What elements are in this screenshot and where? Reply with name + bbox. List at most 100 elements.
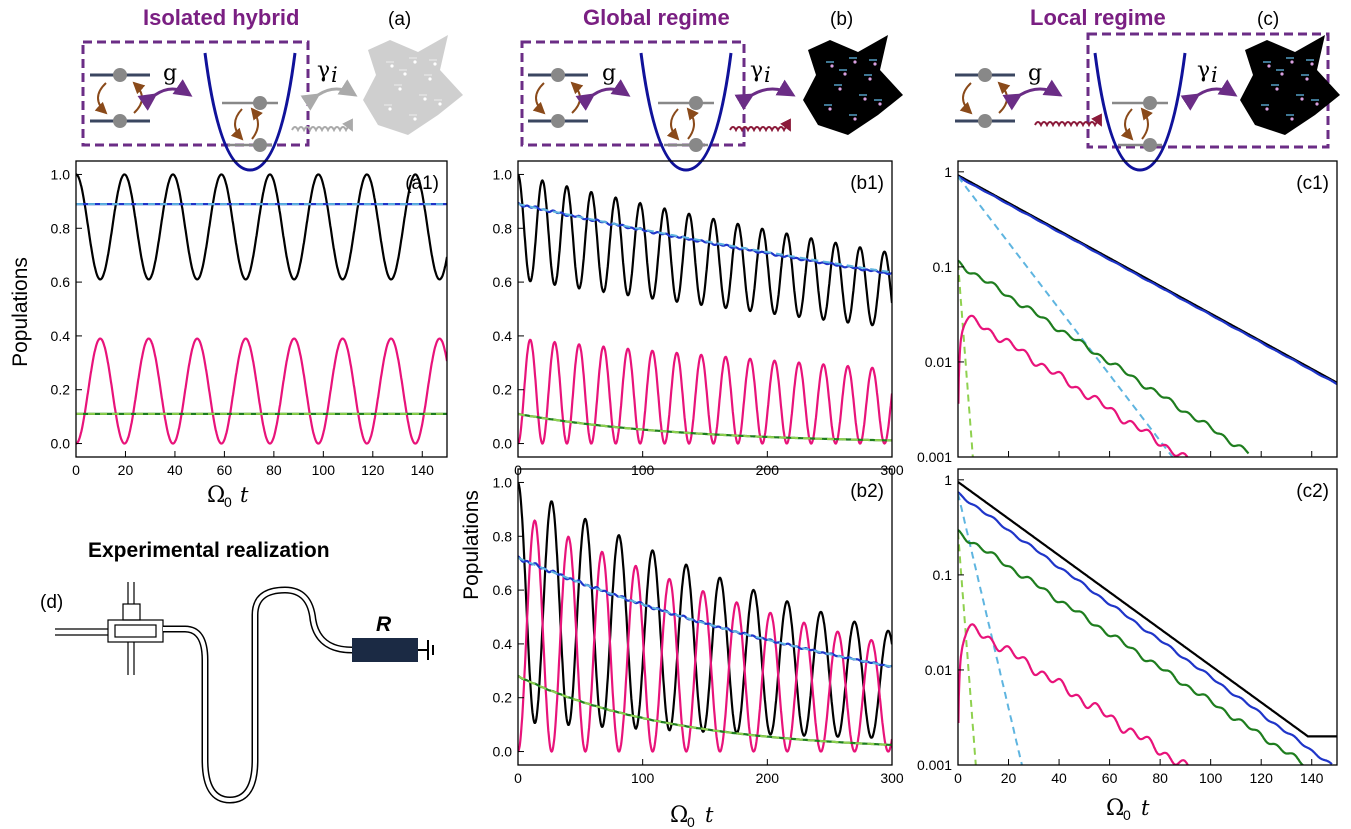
qubit-state-lower [551,114,565,128]
x-tick-label: 100 [631,462,655,478]
x-tick-label: 100 [631,770,655,786]
panel-label-b: (b) [830,9,853,30]
coupling-arrow [300,79,358,111]
series-line-black [518,173,892,327]
series-line-pink [518,519,892,753]
coupling-label: g [163,61,177,86]
oscillator-state-lower [253,138,267,152]
y-tick-label: 0.8 [51,220,71,236]
series-line-black [958,481,1337,738]
bath-particle [388,107,392,111]
y-tick-label: 0.2 [493,690,513,706]
y-tick-label: 0.4 [51,328,71,344]
y-tick-label: 0.2 [493,382,513,398]
series-line-blue [958,175,1337,386]
bath-particle [398,87,402,91]
bath-particle [423,97,427,101]
bath-particle [1267,64,1271,68]
x-tick-label: 200 [756,462,780,478]
series-group [518,173,892,445]
environment-bath [1240,35,1340,135]
plot-frame [75,160,448,458]
plot-frame [957,468,1338,766]
bath-particle [1275,87,1279,91]
omega-symbol: Ω [1106,796,1124,821]
chart-a1: 0 20 40 60 80 100 120 140 0.0 0.2 0.4 0.6 0.8 1.0 (a1) [51,160,448,478]
chart-c2: 0 20 40 60 80 100 120 140 0.001 0.01 0.1 1 (c2) [917,468,1338,786]
bath-particle [438,102,442,106]
series-line-lightgreen [958,262,974,457]
bath-particle [828,107,832,111]
series-line-pink [958,314,1189,457]
y-tick-label: 1.0 [493,166,513,182]
t-symbol: t [705,803,714,827]
transition-arrow [230,108,244,141]
y-tick-label: 1.0 [51,166,71,182]
circuit-diagram [55,582,434,804]
ground-icon [418,640,434,660]
series-line-green [958,259,1250,455]
series-line-lightgreen [518,412,892,442]
oscillator-state-upper [689,96,703,110]
x-tick-label: 80 [1152,770,1168,786]
series-line-pink [958,623,1189,765]
gamma-label: γ [750,58,763,83]
bath-particle [868,77,872,81]
series-line-blue [958,491,1333,765]
bath-particle [853,117,857,121]
bath-particle [1315,102,1319,106]
xlabel-c2: Ω 0 t [1106,796,1150,823]
bath-particle [1290,117,1294,121]
x-tick-label: 40 [1051,770,1067,786]
x-tick-label: 20 [1001,770,1017,786]
series-group [958,174,1337,457]
gamma-subscript: i [331,63,338,87]
gamma-label: γ [1197,58,1210,83]
transition-arrow [686,107,699,140]
bath-particle [878,102,882,106]
panel-label-b2: (b2) [850,481,884,502]
xlabel-a1: Ω 0 t [207,483,249,510]
t-symbol: t [240,483,249,507]
y-tick-label: 0.001 [917,449,952,465]
series-line-green [958,529,1305,765]
potential-well [1093,52,1187,172]
title-isolated-hybrid: Isolated hybrid [143,5,299,30]
y-tick-label: 0.8 [493,528,513,544]
y-tick-label: 0.1 [933,259,953,275]
bath-particle [1280,72,1284,76]
potential-well [639,52,733,172]
x-tick-label: 0 [954,770,962,786]
y-tick-label: 0.0 [493,744,513,760]
omega-subscript: 0 [1123,807,1131,823]
gamma-label: γ [317,58,330,83]
qubit-state-upper [551,68,565,82]
transition-arrow [1120,108,1134,141]
system-box [81,40,310,147]
bath-particle [843,72,847,76]
t-symbol: t [1141,796,1150,820]
series-line-black [958,174,1337,384]
panel-label-a: (a) [388,9,411,30]
environment-bath [363,35,463,135]
resistor-label: R [376,613,392,636]
x-tick-label: 20 [118,462,134,478]
y-tick-label: 0.6 [493,582,513,598]
coupling-label: g [1028,61,1042,86]
coupling-arrow [1002,79,1063,111]
panel-label-a1: (a1) [405,173,439,194]
omega-subscript: 0 [224,494,232,510]
x-tick-label: 0 [72,462,80,478]
y-tick-label: 0.1 [933,567,953,583]
series-line-lightblue [518,556,892,668]
y-tick-label: 1 [944,472,952,488]
qubit-state-upper [113,68,127,82]
y-tick-label: 1.0 [493,474,513,490]
coupling-arrow [137,79,193,111]
coupling-label: g [602,61,616,86]
x-tick-label: 40 [167,462,183,478]
bath-particle [403,72,407,76]
